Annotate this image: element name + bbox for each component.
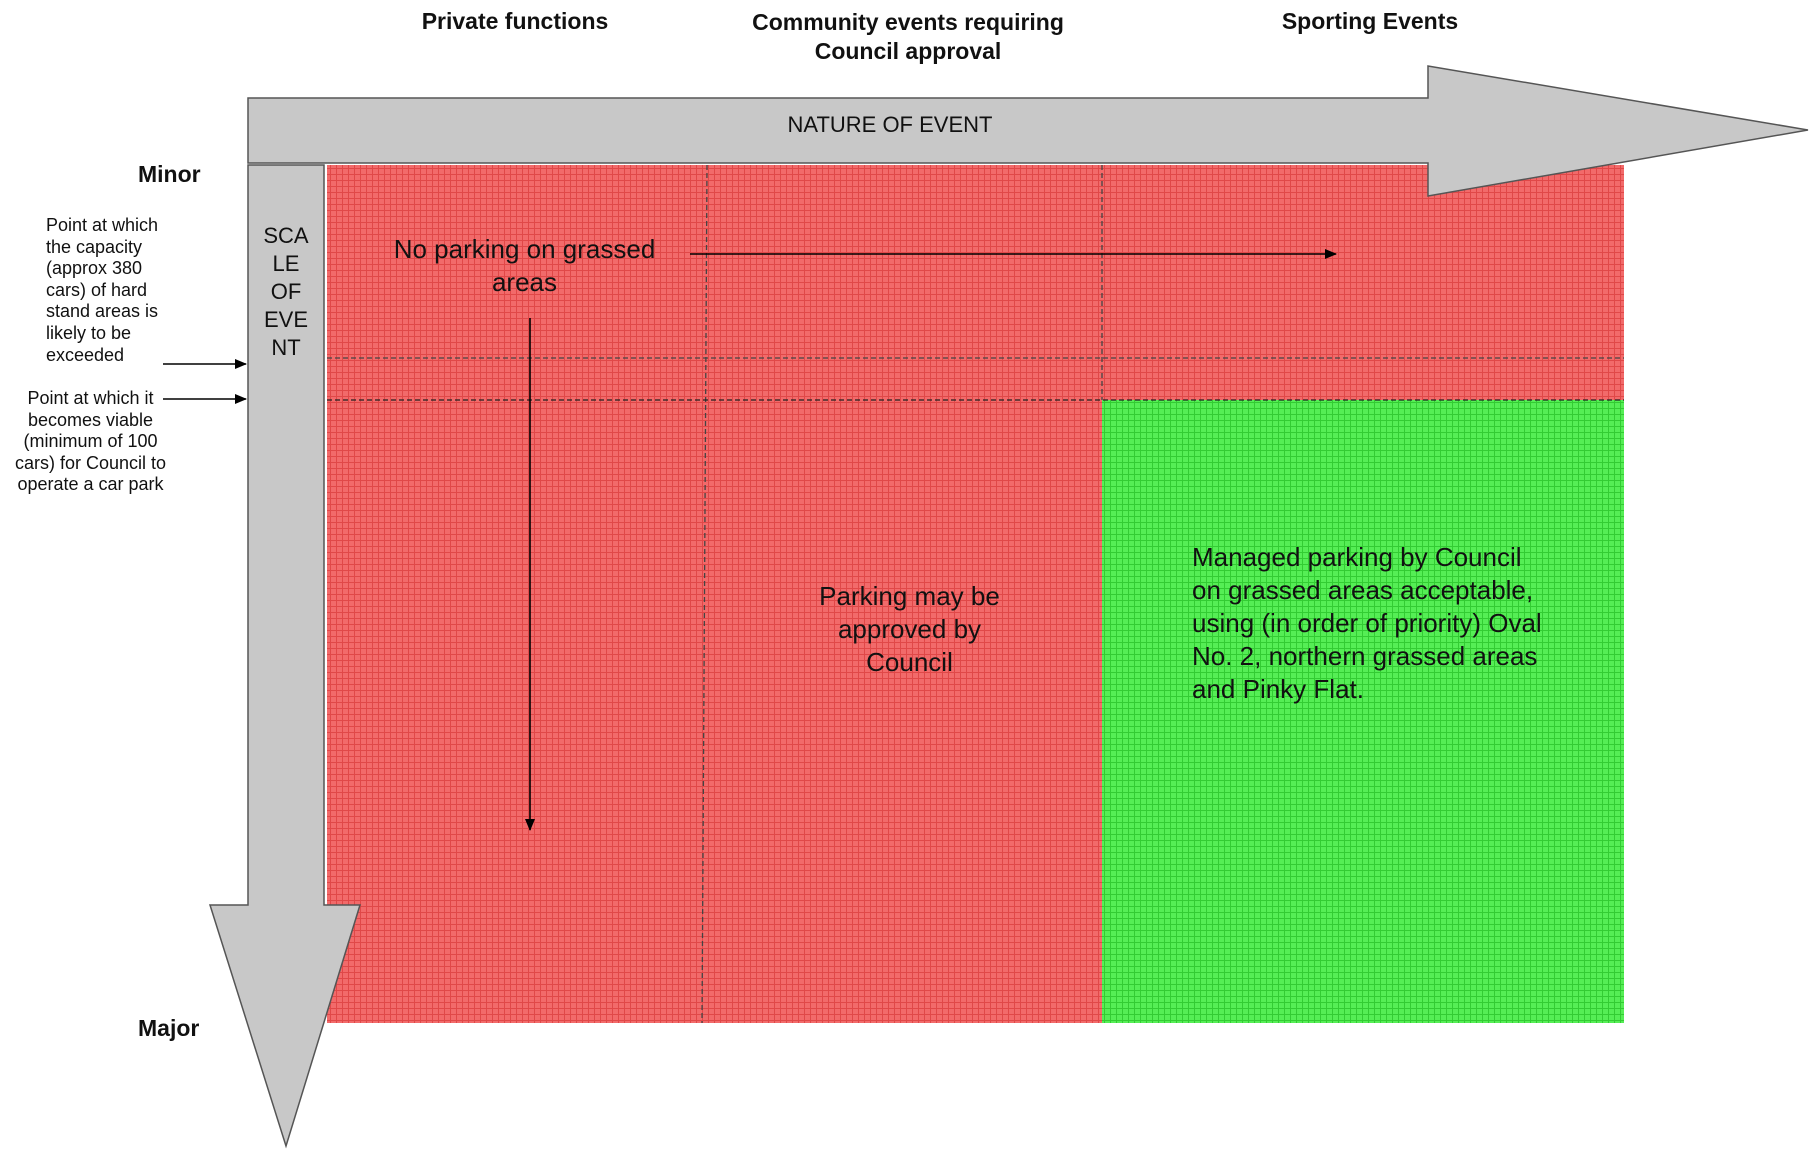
nature-of-event-arrow	[247, 65, 1809, 197]
no-parking-text: No parking on grassed areas	[393, 234, 656, 298]
may-be-approved-text: Parking may be approved by Council	[819, 581, 1000, 678]
capacity-threshold-note: Point at which the capacity (approx 380 …	[46, 215, 159, 365]
green-zone	[1102, 400, 1624, 1023]
major-label: Major	[138, 1015, 200, 1041]
column-divider-1	[701, 164, 708, 1024]
scale-of-event-label: SCALE OF EVENT	[263, 223, 309, 360]
managed-parking-text: Managed parking by Council on grassed ar…	[1192, 542, 1542, 705]
column-header-private: Private functions	[421, 8, 609, 34]
minor-label: Minor	[138, 161, 201, 187]
column-header-sporting: Sporting Events	[1281, 8, 1459, 34]
scale-of-event-arrow	[208, 164, 362, 1149]
column-header-community: Community events requiring Council appro…	[752, 9, 1064, 65]
viability-threshold-note: Point at which it becomes viable (minimu…	[14, 388, 167, 495]
nature-of-event-label: NATURE OF EVENT	[787, 112, 993, 137]
